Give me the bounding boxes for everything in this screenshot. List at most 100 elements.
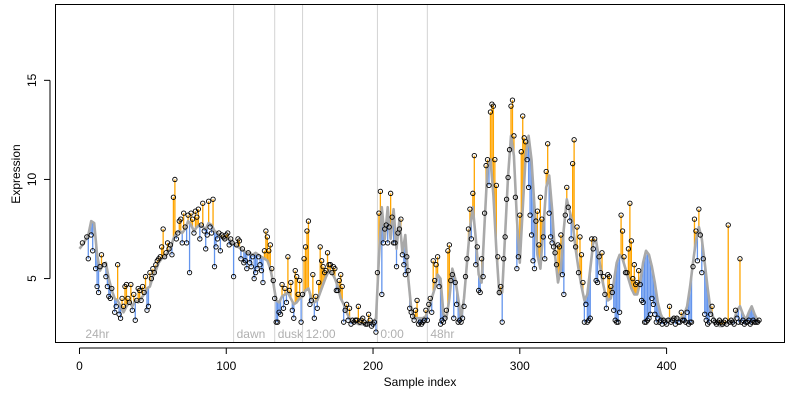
data-point xyxy=(329,269,335,276)
data-point xyxy=(233,242,240,248)
data-point xyxy=(625,246,632,252)
data-point xyxy=(505,174,511,181)
annotation-label: 0:00 xyxy=(380,327,404,341)
data-point xyxy=(114,262,121,268)
data-point xyxy=(471,153,477,159)
data-point xyxy=(117,315,124,321)
data-point xyxy=(508,103,514,109)
data-point xyxy=(706,319,712,325)
data-point xyxy=(616,309,623,315)
data-point xyxy=(531,266,538,272)
fit-curve-layer xyxy=(78,134,762,328)
data-point xyxy=(564,184,570,191)
data-point xyxy=(569,160,576,167)
data-point xyxy=(652,311,658,317)
data-point xyxy=(379,291,385,298)
data-point xyxy=(355,303,362,309)
data-point xyxy=(248,264,254,270)
data-point xyxy=(470,190,476,196)
data-point xyxy=(518,149,524,155)
data-point xyxy=(580,279,586,286)
data-point xyxy=(277,311,284,317)
data-point xyxy=(571,137,577,143)
data-point xyxy=(181,210,187,216)
data-point xyxy=(260,279,266,286)
x-tick-label: 100 xyxy=(216,359,236,373)
data-point xyxy=(615,319,621,325)
data-point xyxy=(568,236,574,242)
data-point xyxy=(567,218,573,224)
data-point xyxy=(424,317,430,323)
data-point xyxy=(523,139,529,145)
data-point xyxy=(88,232,94,238)
data-point xyxy=(511,133,517,139)
data-point xyxy=(386,224,392,230)
data-point xyxy=(697,232,703,238)
data-point xyxy=(324,250,331,256)
data-point xyxy=(443,307,450,313)
data-point xyxy=(583,301,589,307)
data-point xyxy=(528,232,535,238)
data-point xyxy=(534,208,541,214)
data-point xyxy=(725,222,731,228)
data-point xyxy=(204,232,210,238)
data-point xyxy=(556,244,563,250)
data-point xyxy=(257,262,263,268)
data-point xyxy=(129,307,135,313)
data-point xyxy=(145,303,152,309)
data-point xyxy=(376,210,382,216)
data-point xyxy=(671,315,677,321)
data-point xyxy=(339,283,345,290)
data-point xyxy=(364,321,370,327)
data-point xyxy=(141,289,147,296)
data-point xyxy=(702,311,708,317)
data-point xyxy=(594,279,601,286)
data-point xyxy=(434,254,441,260)
data-point xyxy=(575,269,582,276)
data-point xyxy=(97,264,103,270)
data-point xyxy=(142,273,149,280)
data-point xyxy=(128,281,134,288)
data-point xyxy=(688,319,695,325)
data-point xyxy=(250,254,256,260)
y-tick-label: 15 xyxy=(25,73,39,87)
data-point xyxy=(137,287,143,294)
data-point xyxy=(592,236,598,242)
data-point xyxy=(291,315,297,321)
data-point xyxy=(624,269,630,276)
data-point xyxy=(547,234,554,240)
data-point xyxy=(282,285,288,292)
data-point xyxy=(423,307,429,313)
data-point xyxy=(319,258,325,264)
data-point xyxy=(481,210,488,216)
data-point xyxy=(543,168,549,175)
data-point xyxy=(412,307,419,313)
data-point xyxy=(94,283,100,290)
data-point xyxy=(618,212,624,218)
data-point xyxy=(502,234,508,240)
data-point xyxy=(279,281,285,288)
data-point xyxy=(609,289,615,296)
data-point xyxy=(452,279,458,286)
data-point xyxy=(208,230,215,236)
data-point xyxy=(229,240,235,246)
data-point xyxy=(540,234,546,240)
data-point xyxy=(387,190,394,196)
data-point xyxy=(449,271,455,278)
data-point xyxy=(396,226,403,232)
data-point xyxy=(606,273,612,280)
data-point xyxy=(509,97,516,103)
data-point xyxy=(696,206,702,212)
data-point xyxy=(197,236,203,242)
data-point xyxy=(732,307,739,313)
data-point xyxy=(501,256,507,262)
data-point xyxy=(473,262,479,268)
axes: 0 100 200 300 400 5 10 15 xyxy=(25,73,677,373)
data-point xyxy=(536,242,542,248)
annotation-label: dawn xyxy=(237,327,266,341)
data-point xyxy=(448,277,454,284)
data-point xyxy=(731,321,737,327)
data-point xyxy=(280,305,287,311)
data-point xyxy=(126,299,133,306)
data-point xyxy=(467,206,473,212)
